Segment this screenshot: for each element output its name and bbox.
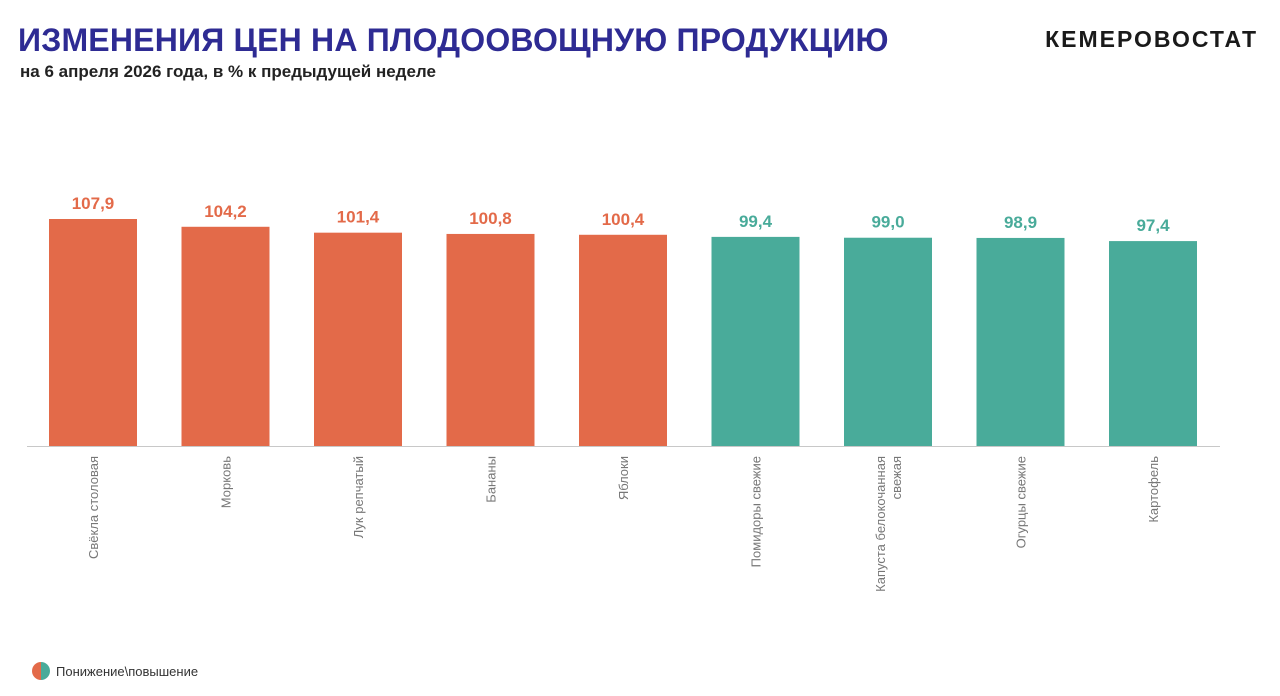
x-tick-label-line: Яблоки — [616, 456, 631, 500]
x-tick-label: Капуста белокочанная свежая — [873, 456, 904, 592]
bar-value-label: 107,9 — [72, 194, 115, 213]
x-tick-label: Огурцы свежие — [1014, 456, 1029, 548]
bar — [844, 237, 932, 446]
bar — [49, 219, 137, 446]
x-tick-label-line: Капуста белокочанная — [873, 456, 888, 592]
x-tick-label-line: Бананы — [484, 456, 499, 503]
bar-value-label: 99,4 — [739, 212, 773, 231]
x-tick-label-line: Свёкла столовая — [86, 456, 101, 559]
legend-label: Понижение\повышение — [56, 663, 199, 679]
bar — [181, 226, 270, 446]
bar-value-label: 101,4 — [337, 208, 380, 227]
x-tick-label-line: Лук репчатый — [351, 456, 366, 538]
bar-value-label: 100,4 — [602, 210, 645, 229]
bar-value-label: 97,4 — [1136, 216, 1170, 235]
bar — [976, 237, 1065, 446]
bar-value-label: 104,2 — [204, 202, 247, 221]
bar-value-label: 98,9 — [1004, 213, 1037, 232]
x-tick-label: Лук репчатый — [351, 456, 366, 538]
legend-color-icon — [32, 662, 50, 680]
x-tick-label: Морковь — [219, 456, 234, 508]
x-tick-label-line: Морковь — [219, 456, 234, 508]
page-subtitle: на 6 апреля 2026 года, в % к предыдущей … — [20, 62, 436, 81]
x-tick-label-line: Картофель — [1146, 456, 1161, 523]
bar — [579, 234, 667, 446]
brand-logo: КЕМЕРОВОСТАТ — [1045, 26, 1258, 52]
page-title: ИЗМЕНЕНИЯ ЦЕН НА ПЛОДООВОЩНУЮ ПРОДУКЦИЮ — [18, 22, 889, 58]
bar-value-label: 99,0 — [871, 213, 904, 232]
x-tick-label: Свёкла столовая — [86, 456, 101, 559]
x-tick-label-line: Огурцы свежие — [1014, 456, 1029, 548]
bar — [314, 232, 402, 446]
x-tick-label: Яблоки — [616, 456, 631, 500]
bar — [711, 236, 800, 446]
x-tick-label-line: свежая — [889, 456, 904, 499]
bar — [446, 233, 535, 446]
x-tick-label: Помидоры свежие — [749, 456, 764, 567]
x-tick-label-line: Помидоры свежие — [749, 456, 764, 567]
bar-value-label: 100,8 — [469, 209, 512, 228]
chart-legend: Понижение\повышение — [32, 662, 198, 680]
x-tick-label: Бананы — [484, 456, 499, 503]
bar — [1109, 241, 1197, 446]
x-tick-label: Картофель — [1146, 456, 1161, 523]
